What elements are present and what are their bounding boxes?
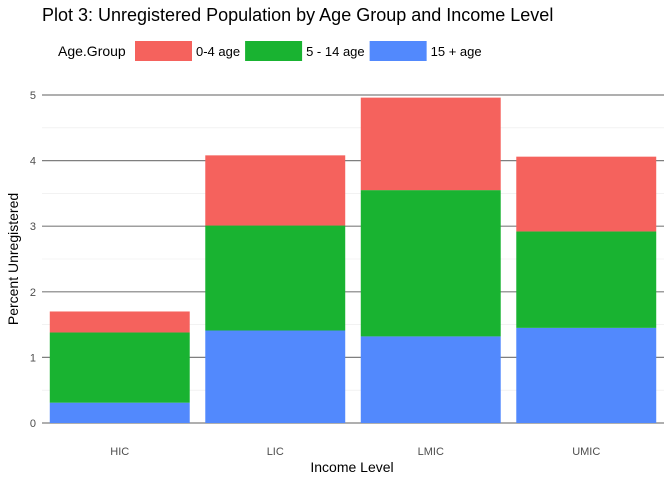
legend-label: 0-4 age: [196, 44, 240, 59]
bar-hic-5-14-age: [49, 332, 190, 403]
bar-umic-5-14-age: [516, 231, 657, 328]
y-axis-ticks: 0 1 2 3 4 5: [30, 90, 36, 430]
bar-hic-15-age: [49, 402, 190, 423]
bars: [49, 97, 657, 423]
legend-key: [369, 41, 427, 61]
bar-lic-15-age: [205, 330, 346, 423]
bar-lmic-0-4-age: [360, 97, 501, 191]
bar-umic-0-4-age: [516, 156, 657, 232]
x-tick-label: LIC: [267, 446, 284, 458]
x-tick-label: LMIC: [418, 446, 444, 458]
legend-label: 5 - 14 age: [306, 44, 365, 59]
y-tick-label: 5: [30, 90, 36, 102]
legend: Age.Group 0-4 age 5 - 14 age 15 + age: [58, 41, 482, 61]
y-tick-label: 2: [30, 287, 36, 299]
y-axis-title: Percent Unregistered: [5, 193, 21, 325]
bar-lmic-5-14-age: [360, 190, 501, 337]
x-tick-label: UMIC: [572, 446, 600, 458]
legend-items: 0-4 age 5 - 14 age 15 + age: [135, 41, 482, 61]
x-axis-title: Income Level: [310, 459, 393, 475]
legend-label: 15 + age: [431, 44, 482, 59]
bar-hic-0-4-age: [49, 311, 190, 333]
bar-lmic-15-age: [360, 336, 501, 423]
legend-title: Age.Group: [58, 43, 126, 59]
y-tick-label: 0: [30, 418, 36, 430]
bar-umic-15-age: [516, 327, 657, 423]
legend-key: [245, 41, 303, 61]
x-tick-label: HIC: [110, 446, 129, 458]
bar-lic-0-4-age: [205, 155, 346, 226]
y-tick-label: 3: [30, 221, 36, 233]
legend-key: [135, 41, 192, 61]
chart-title: Plot 3: Unregistered Population by Age G…: [42, 5, 553, 25]
x-axis-ticks: HIC LIC LMIC UMIC: [110, 446, 600, 458]
y-tick-label: 4: [30, 156, 36, 168]
bar-lic-5-14-age: [205, 225, 346, 331]
y-tick-label: 1: [30, 352, 36, 364]
